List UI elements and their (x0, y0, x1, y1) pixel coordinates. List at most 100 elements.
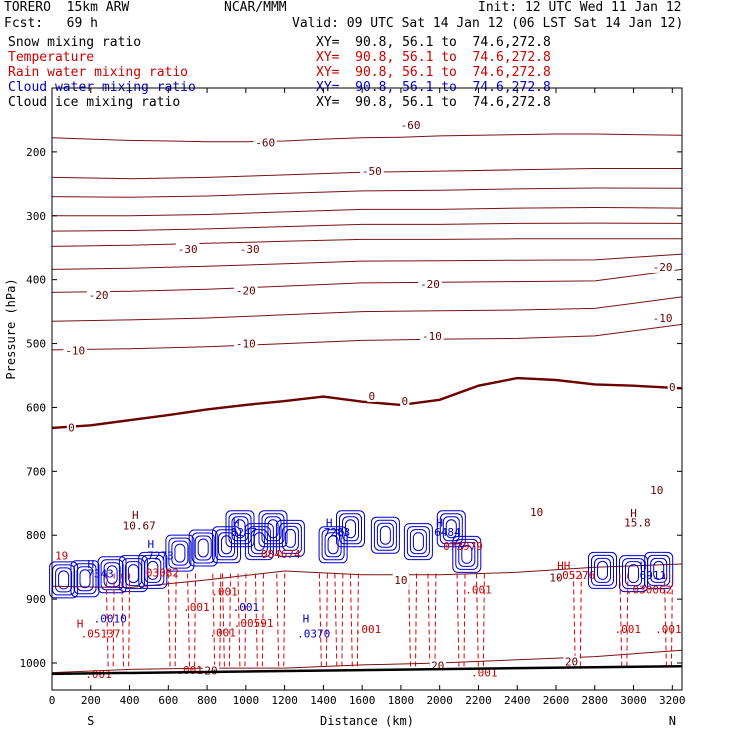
plot-frame (51, 87, 683, 691)
isotherm-label-bg (392, 573, 410, 586)
extremum-label: .001 (211, 585, 238, 598)
x-tick-label: 800 (197, 694, 217, 707)
cloud-water-contour (647, 554, 671, 586)
isotherm-intermediate (51, 253, 683, 270)
cloud-water-contour (191, 532, 215, 564)
isotherm--20 (51, 268, 683, 293)
extremum-label: 7343 (87, 568, 114, 581)
extremum-label: .001 (233, 601, 260, 614)
isotherm--10 (51, 323, 683, 351)
isotherm-label-bg (237, 243, 262, 255)
extremum-label: H (148, 538, 155, 551)
cloud-water-contour (342, 516, 359, 542)
cloud-water-contour (73, 563, 97, 595)
extremum-label: 19 (55, 550, 68, 563)
cloud-water-contour (165, 534, 195, 572)
cloud-water-contour (103, 562, 121, 588)
rain-shaft (349, 573, 359, 670)
x-tick-label: 1800 (388, 694, 415, 707)
cloud-water-contour (324, 532, 342, 558)
isotherm--60 (51, 133, 683, 143)
cloud-water-contour (455, 538, 479, 570)
x-tick-label: 2200 (465, 694, 492, 707)
x-tick-label: 1400 (310, 694, 337, 707)
isotherm-label: 10 (549, 571, 562, 584)
y-tick-label: 300 (26, 210, 46, 223)
isotherm-label-bg (253, 136, 278, 149)
isotherm-label: -30 (178, 243, 198, 256)
cloud-water-contour (452, 535, 482, 573)
extremum-label: .05276 (556, 569, 596, 582)
cloud-water-contour (264, 516, 282, 542)
cloud-water-contour (79, 569, 91, 589)
cloud-water-contour (318, 526, 348, 564)
label-layer: -60 -60 -50 -30 -30 -20 -20 -20 -20 -10 -10 -10 -10 0… (55, 119, 682, 681)
axes-layer: 0 200 400 600 800 1000 1200 1400 1600 1800 2000 220… (4, 87, 686, 728)
cloud-water-contour (97, 556, 127, 594)
cloud-water-contour (52, 564, 76, 596)
isotherm-label-bg (650, 312, 675, 324)
isotherm-label-bg (648, 483, 665, 496)
extremum-label: H (77, 617, 84, 630)
x-tick-label: 0 (49, 694, 56, 707)
extremum-label: .00591 (234, 617, 274, 630)
isotherm-label: 0 (669, 381, 676, 394)
y-tick-label: 400 (26, 274, 46, 287)
cloud-water-layer (49, 510, 674, 599)
cloud-water-contour (442, 516, 460, 542)
isotherm-label-bg (234, 284, 258, 297)
cloud-water-contour (591, 554, 614, 586)
isotherm-label-bg (650, 260, 675, 273)
center-label: NCAR/MMM (224, 0, 287, 15)
isotherm-label: -10 (236, 338, 256, 351)
cloud-water-contour (653, 560, 665, 580)
isotherm-label-bg (234, 337, 258, 350)
cloud-water-contour (339, 513, 362, 545)
y-tick-label: 500 (26, 338, 46, 351)
extremum-label: .001 (176, 664, 203, 677)
isotherm-intermediate (51, 222, 683, 232)
isotherm--40 (52, 206, 683, 217)
field-snow-xy: XY= 90.8, 56.1 to 74.6,272.8 (316, 35, 551, 50)
x-tick-label: 400 (120, 694, 140, 707)
isotherm-label: -20 (653, 261, 673, 274)
isotherm-label-bg (360, 165, 384, 178)
isotherm-label: -60 (255, 136, 275, 149)
extremum-label: .001 (614, 623, 641, 636)
extremum-label: .0370 (297, 628, 330, 641)
extremum-label: 6484 (434, 526, 461, 539)
cloud-water-contour (70, 560, 100, 598)
north-label: N (669, 714, 676, 728)
extremum-label: .001 (209, 626, 236, 639)
isotherm-label: -20 (236, 285, 256, 298)
rain-layer (105, 573, 673, 670)
isotherm-intermediate (51, 296, 683, 322)
field-cloud-ice: Cloud ice mixing ratio (8, 95, 181, 110)
cloud-water-contour (406, 526, 430, 558)
x-axis-title: Distance (km) (320, 714, 414, 728)
extremum-label: HH (557, 559, 570, 572)
extremum-label: H (132, 509, 139, 522)
y-axis-title: Pressure (hPa) (4, 278, 18, 379)
isotherm-intermediate (51, 187, 683, 198)
field-cloud-ice-xy: XY= 90.8, 56.1 to 74.6,272.8 (316, 95, 551, 110)
extremum-label: 084674 (261, 548, 301, 561)
cloud-water-contour (147, 560, 159, 580)
isotherm-label-bg (202, 664, 220, 677)
extremum-label: 15.8 (624, 516, 651, 529)
x-tick-label: 600 (158, 694, 178, 707)
cloud-water-contour (650, 557, 668, 583)
isotherm-label-bg (66, 421, 76, 434)
cloud-water-contour (458, 541, 476, 567)
ground-line (51, 664, 683, 676)
cloud-water-contour (225, 510, 255, 548)
isotherm-label: 20 (431, 660, 444, 673)
isotherm-label: 0 (68, 421, 75, 434)
south-label: S (87, 714, 94, 728)
cloud-water-contour (58, 570, 70, 590)
isotherm-label: 0 (369, 390, 376, 403)
extremum-label: .030062 (626, 584, 672, 597)
isotherm-label: -10 (653, 312, 673, 325)
extremum-label: .001 (655, 623, 682, 636)
